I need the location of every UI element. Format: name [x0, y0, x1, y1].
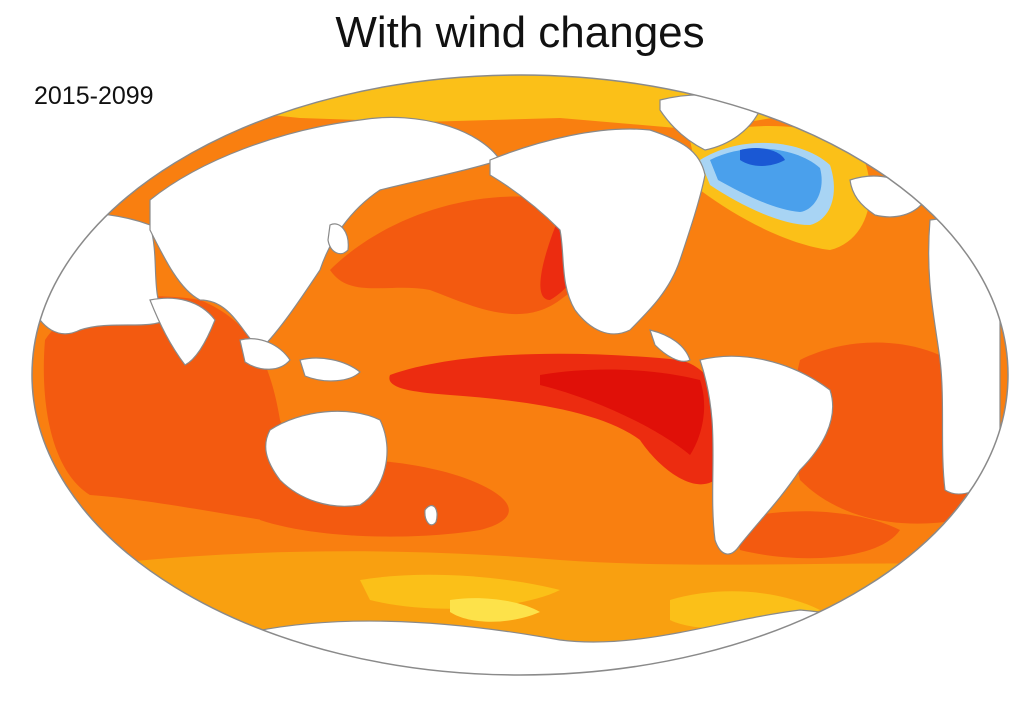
land-masses — [32, 94, 1001, 675]
globe-outline — [31, 74, 1009, 676]
central-america-landmass — [649, 329, 691, 362]
north-pacific-warm-zone — [330, 196, 602, 315]
ocean-field — [32, 75, 1008, 675]
africa-landmass — [32, 212, 166, 335]
equatorial-pacific-very-hot-zone — [540, 369, 705, 455]
south-atlantic-band — [735, 511, 900, 559]
south-atlantic-warm-zone — [792, 342, 983, 524]
india-landmass — [149, 297, 216, 366]
southern-ocean-mild-zone — [32, 551, 1000, 675]
north-atlantic-cold-blob — [710, 148, 822, 212]
borneo-landmass — [299, 357, 361, 382]
japan-landmass — [327, 223, 349, 255]
southern-ocean-cool-zone-a — [360, 574, 560, 609]
australia-landmass — [265, 410, 388, 507]
southern-ocean-cooler-zone — [450, 598, 540, 622]
north-america-landmass — [489, 128, 706, 335]
period-label: 2015-2099 — [34, 82, 154, 110]
page-title: With wind changes — [335, 8, 705, 57]
eurasia-landmass — [149, 116, 501, 351]
new-zealand-landmass — [424, 505, 438, 526]
north-atlantic-coldest-core — [740, 148, 785, 166]
south-america-landmass — [699, 355, 834, 555]
sumatra-landmass — [239, 338, 291, 370]
